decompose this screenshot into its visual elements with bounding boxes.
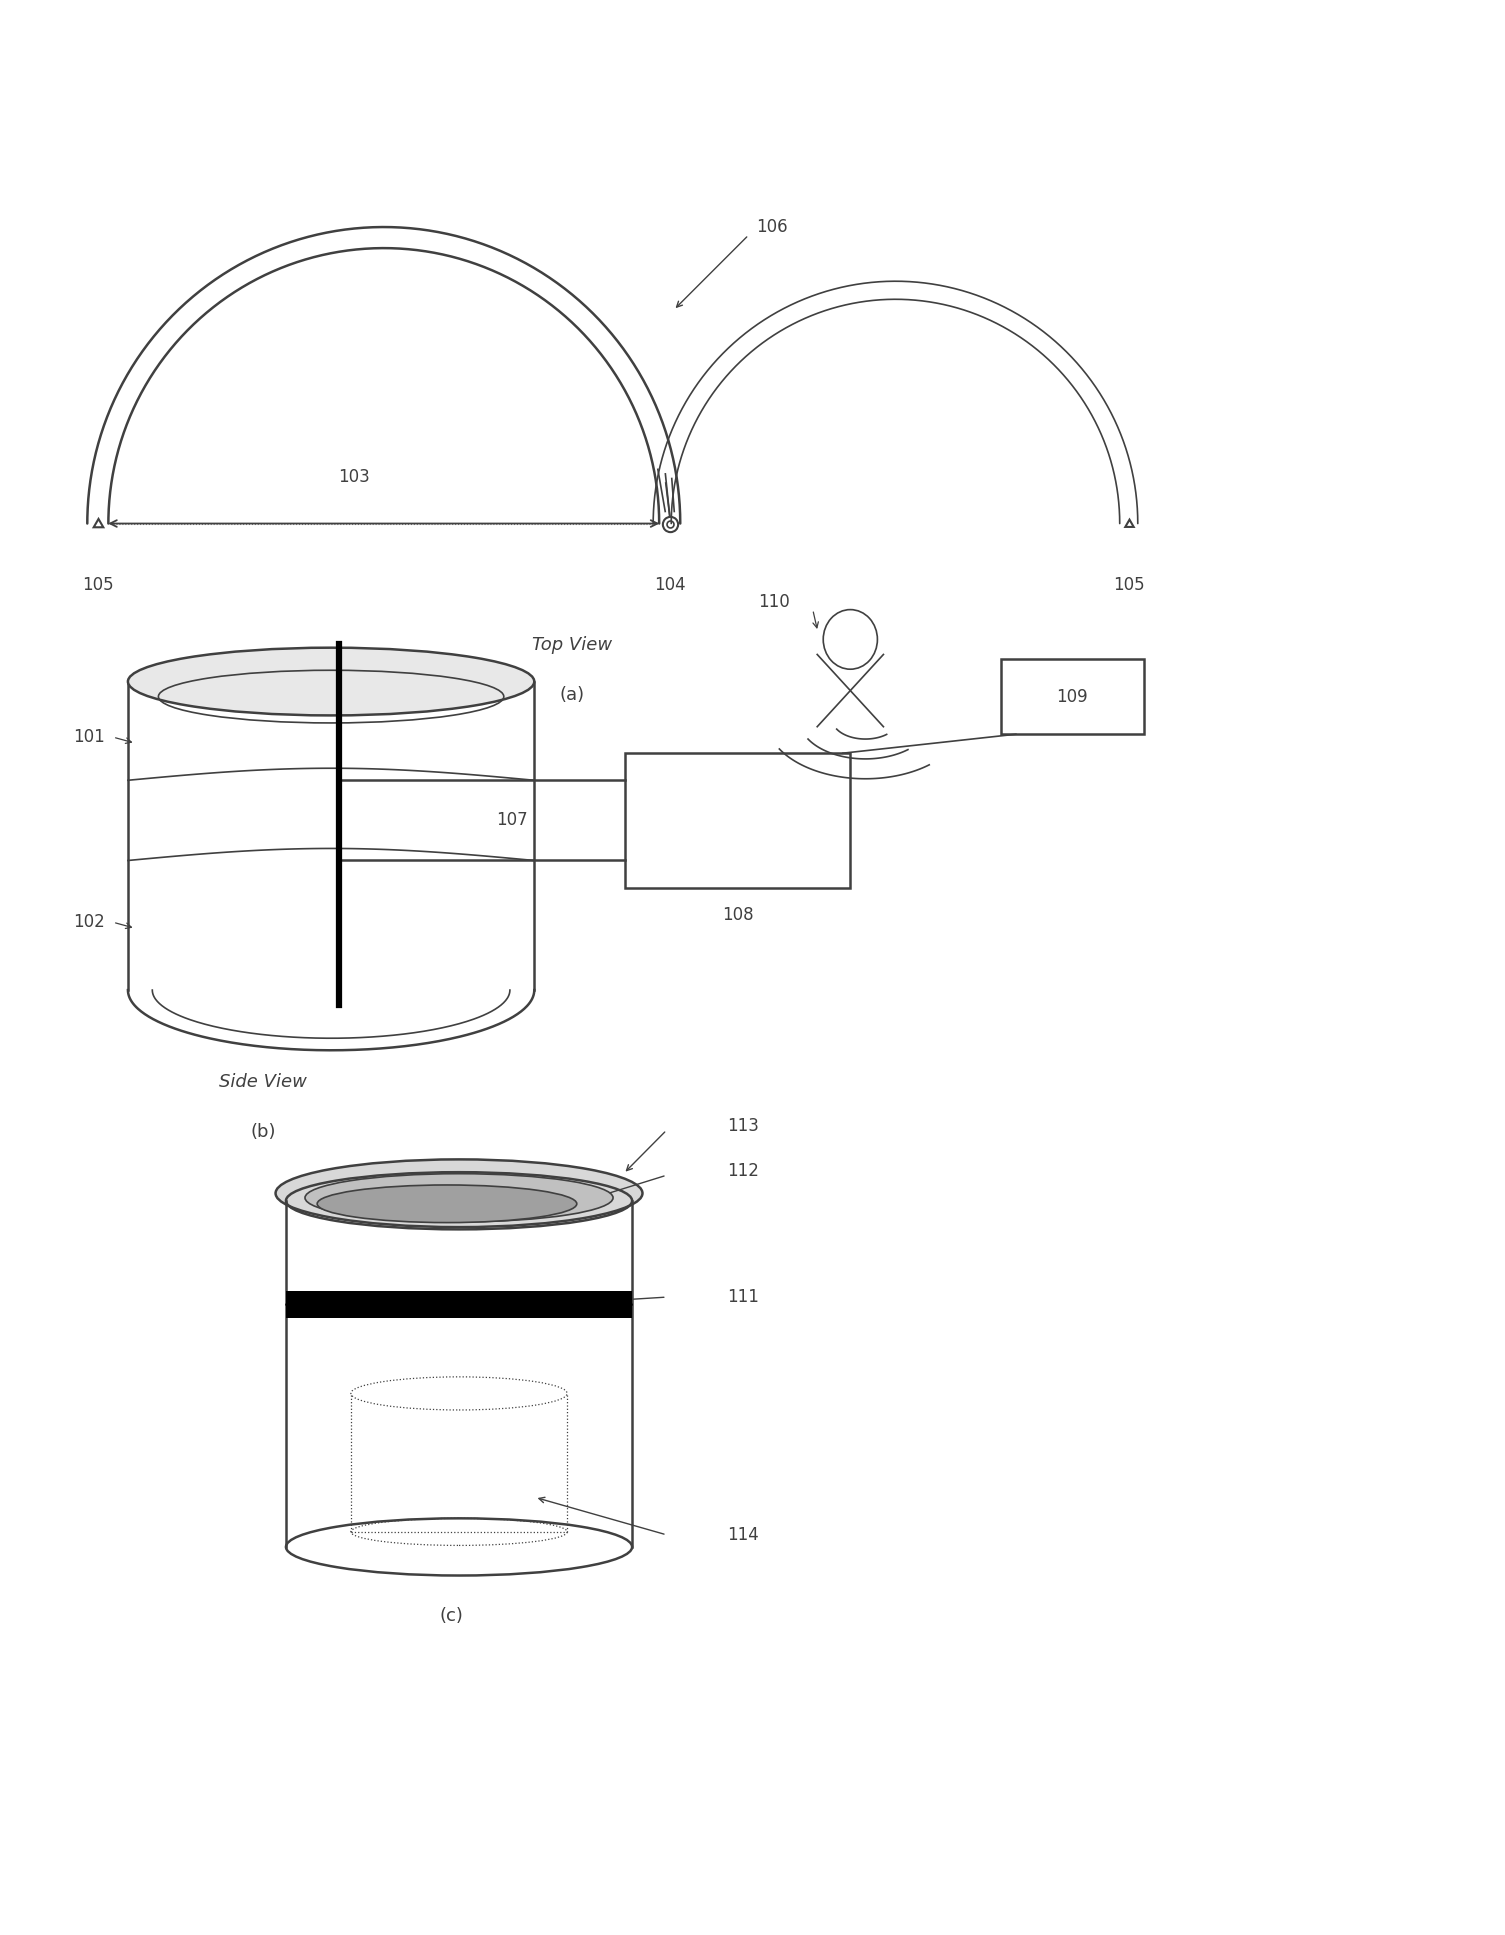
Text: (c): (c) [439,1608,464,1625]
Text: 108: 108 [721,906,754,923]
Text: 105: 105 [1112,577,1145,594]
Bar [625,753,850,888]
Text: 102: 102 [74,913,105,931]
Ellipse shape [128,648,534,716]
Text: 107: 107 [495,811,528,830]
Bar [1001,660,1144,733]
Text: 112: 112 [727,1161,759,1180]
Ellipse shape [275,1159,643,1227]
Text: Top View: Top View [531,637,613,654]
Text: (b): (b) [251,1122,275,1140]
Text: 106: 106 [756,219,789,236]
Text: 109: 109 [1057,687,1088,706]
Ellipse shape [286,1519,632,1575]
Text: Side View: Side View [220,1072,307,1091]
Text: 113: 113 [727,1116,759,1134]
Text: 105: 105 [81,577,114,594]
Text: (a): (a) [560,687,584,704]
Ellipse shape [318,1184,576,1223]
Text: 104: 104 [653,577,686,594]
Ellipse shape [306,1175,613,1221]
Text: 111: 111 [727,1289,759,1306]
Text: 114: 114 [727,1527,759,1544]
Text: 110: 110 [759,592,790,611]
Text: 103: 103 [337,468,370,486]
Bar [286,1291,632,1318]
Text: 101: 101 [74,728,105,747]
